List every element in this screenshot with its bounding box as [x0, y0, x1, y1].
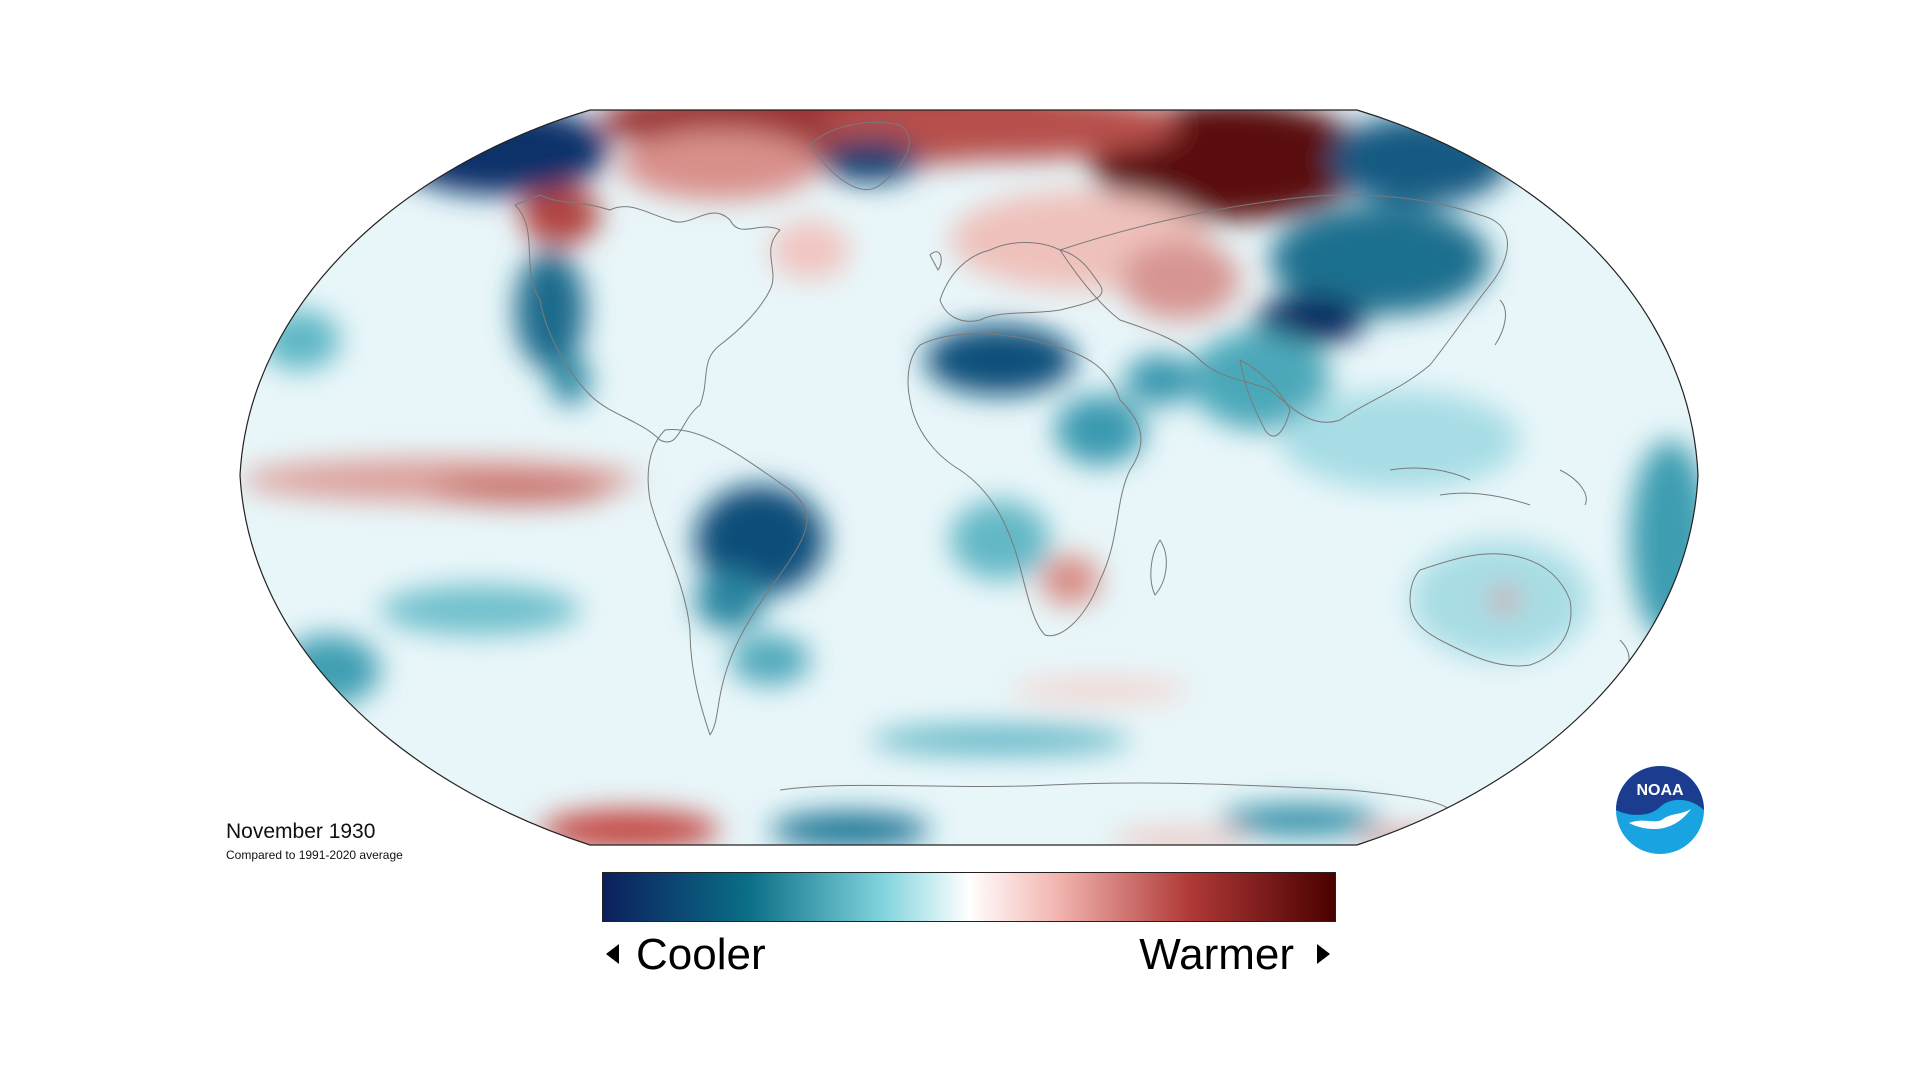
legend-color-bar — [602, 872, 1336, 922]
map-title: November 1930 — [226, 820, 376, 843]
legend-warm-label: Warmer — [1139, 930, 1294, 979]
legend-cool-label: Cooler — [636, 930, 766, 979]
map-subtitle: Compared to 1991-2020 average — [226, 848, 403, 862]
anomaly-field — [240, 110, 1698, 845]
right-triangle-icon — [1317, 944, 1330, 964]
coastlines — [514, 121, 1630, 811]
noaa-logo-icon: NOAA — [1616, 766, 1704, 854]
globe-outline — [239, 109, 1699, 846]
noaa-logo-text: NOAA — [1636, 782, 1684, 799]
left-triangle-icon — [606, 944, 619, 964]
